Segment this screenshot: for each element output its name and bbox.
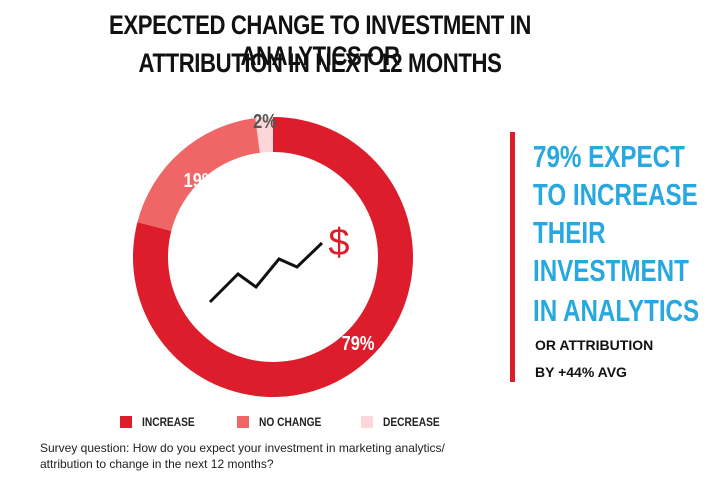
legend-item-no-change: NO CHANGE [237,415,332,429]
data-label-decrease: 2% [253,109,277,132]
dollar-sign-icon: $ [328,222,349,264]
callout-line: INVESTMENT [533,253,689,288]
footnote-line: attribution to change in the next 12 mon… [40,457,274,471]
survey-footnote: Survey question: How do you expect your … [40,440,500,472]
chart-title-line-2: ATTRIBUTION IN NEXT 12 MONTHS [138,48,502,78]
callout-subtext: OR ATTRIBUTION [535,337,654,353]
legend-item-decrease: DECREASE [361,415,450,429]
callout-line: TO INCREASE [533,177,698,212]
donut-slice-decrease [255,117,273,153]
legend-label: DECREASE [383,415,440,429]
callout-line: IN ANALYTICS [533,293,700,328]
legend-item-increase: INCREASE [120,415,204,429]
data-label-increase: 79% [342,331,375,354]
footnote-line: Survey question: How do you expect your … [40,441,445,455]
donut-chart: 79% 19% 2% $ [133,109,414,397]
callout-line: THEIR [533,215,606,250]
chart-title-line-1: EXPECTED CHANGE TO INVESTMENT IN ANALYTI… [109,10,531,71]
legend-swatch [361,416,373,428]
legend-label: INCREASE [142,415,195,429]
donut-slices [133,117,414,397]
callout-accent-bar [510,132,515,382]
legend-swatch [237,416,249,428]
legend-swatch [120,416,132,428]
slice-labels: 79% 19% 2% [184,109,375,354]
callout-line: 79% EXPECT [533,139,685,174]
trend-line [208,241,324,304]
legend-label: NO CHANGE [259,415,322,429]
rising-trend-line-icon: $ [208,222,350,304]
callout-subtext: BY +44% AVG [535,364,627,380]
data-label-no-change: 19% [184,168,217,191]
donut-slice-no-change [137,118,260,231]
